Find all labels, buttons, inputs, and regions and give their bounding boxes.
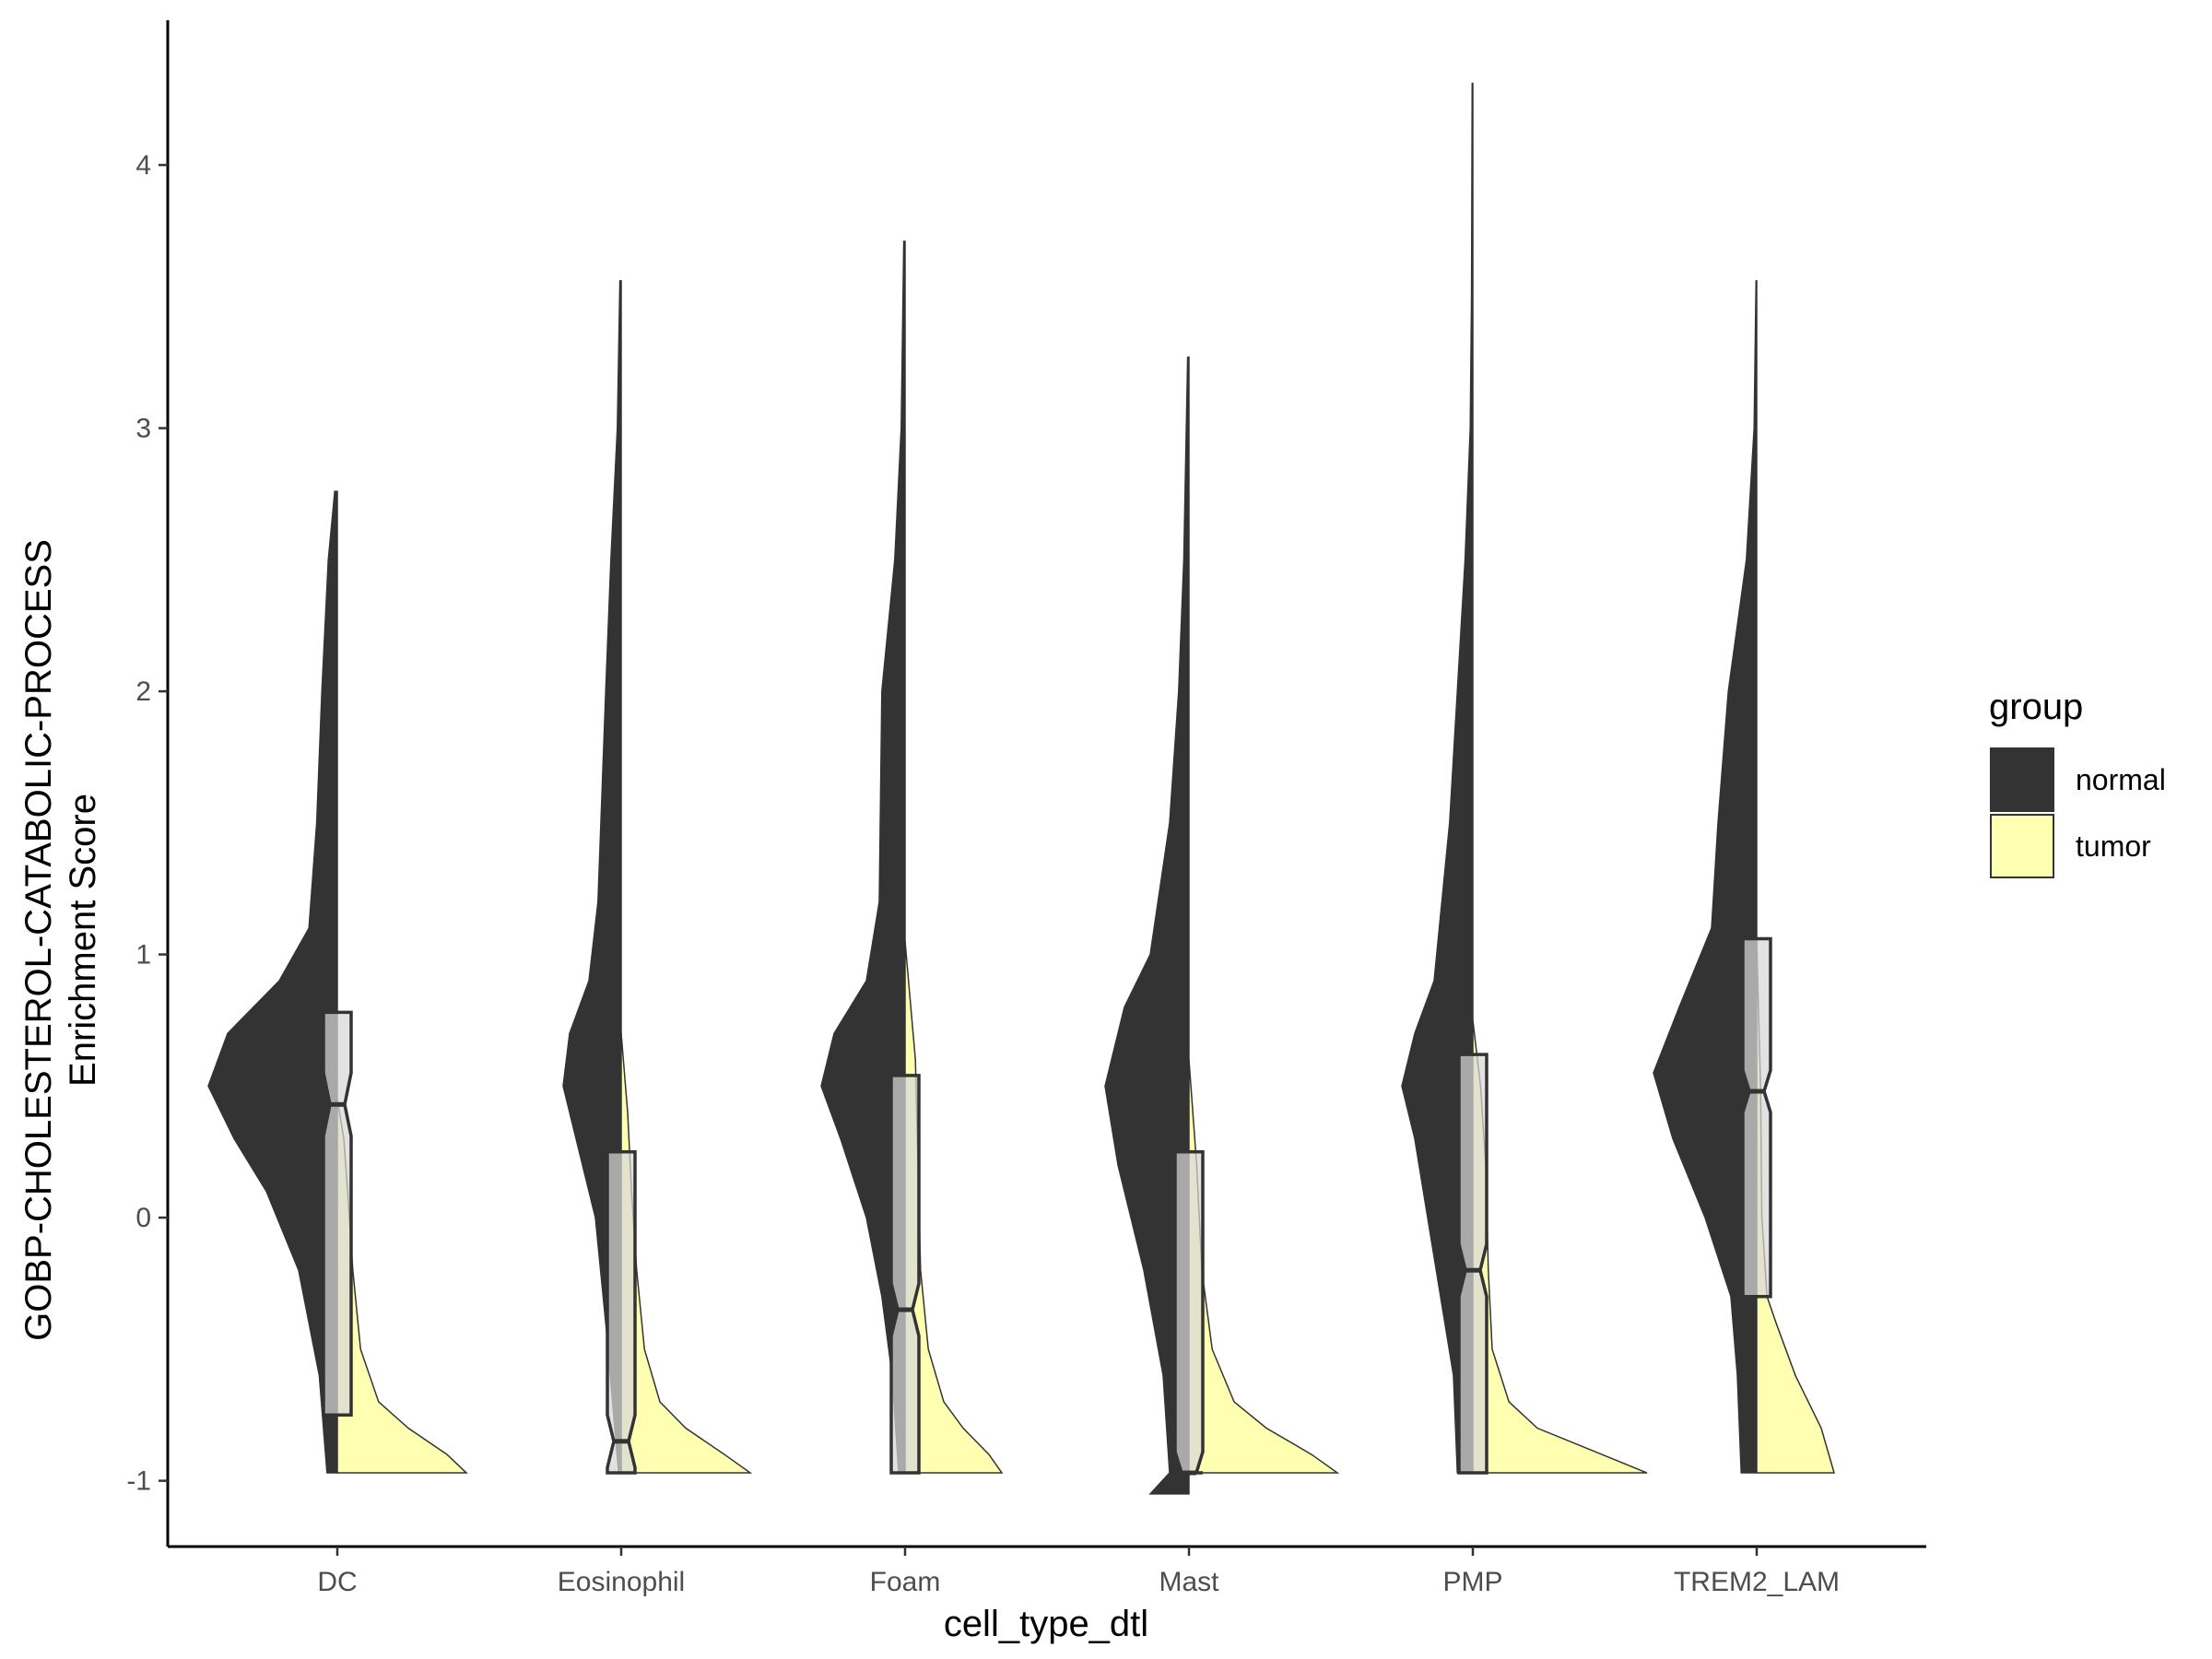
violin-tumor-pmp [1472, 1019, 1648, 1474]
y-tick-label-3: 2 [135, 677, 151, 707]
violin-normal-dc [207, 490, 338, 1474]
x-tick-label-foam: Foam [870, 1567, 941, 1597]
y-tick-label-0: -1 [126, 1466, 151, 1497]
y-tick-label-5: 4 [135, 150, 151, 181]
box-foam [889, 1074, 921, 1475]
box-mast [1173, 1149, 1205, 1475]
legend: group normal tumor [1989, 687, 2166, 878]
box-eosinophil [606, 1149, 637, 1475]
legend-label-tumor: tumor [2076, 830, 2151, 863]
x-axis-title: cell_type_dtl [944, 1604, 1148, 1644]
y-axis-title-line1: GOBP-CHOLESTEROL-CATABOLIC-PROCESS [18, 539, 59, 1341]
violins-layer [207, 82, 1835, 1495]
violin-tumor-mast [1188, 1059, 1340, 1474]
boxes-layer [322, 936, 1772, 1476]
violin-normal-foam [820, 241, 906, 1474]
y-tick-label-1: 0 [135, 1203, 151, 1233]
x-tick-label-dc: DC [317, 1567, 357, 1597]
box-pmp [1457, 1053, 1488, 1475]
violin-tumor-dc [336, 1099, 468, 1474]
violin-normal-mast [1104, 356, 1190, 1495]
x-tick-label-pmp: PMP [1442, 1567, 1502, 1597]
legend-label-normal: normal [2076, 763, 2166, 796]
violin-tumor-eosinophil [620, 1033, 753, 1474]
axes-layer: -1 0 1 2 3 4 DC Eosinophil Foam Mast PMP TREM2_LAM [126, 20, 1926, 1597]
box-dc [322, 1010, 353, 1417]
x-tick-label-trem2-lam: TREM2_LAM [1674, 1567, 1840, 1597]
box-trem2-lam [1741, 936, 1772, 1299]
violin-normal-trem2-lam [1653, 279, 1758, 1474]
x-tick-label-eosinophil: Eosinophil [558, 1567, 685, 1597]
legend-key-normal [1990, 747, 2054, 812]
legend-key-tumor [1990, 814, 2054, 878]
y-tick-label-2: 1 [135, 940, 151, 971]
x-tick-label-mast: Mast [1159, 1567, 1219, 1597]
violin-normal-pmp [1401, 82, 1474, 1474]
y-axis-title-line2: Enrichment Score [63, 794, 103, 1087]
legend-title: group [1989, 687, 2083, 727]
y-tick-label-4: 3 [135, 414, 151, 444]
